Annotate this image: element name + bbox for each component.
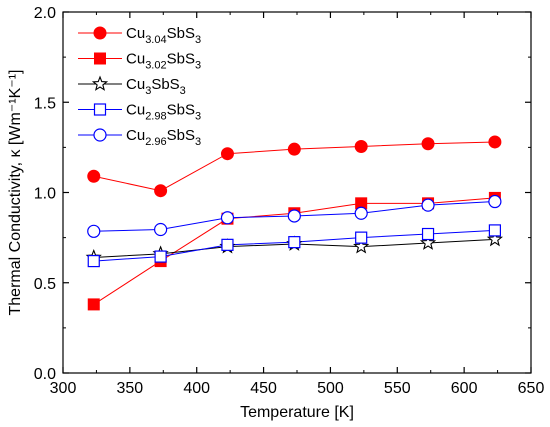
data-point-s4-2 xyxy=(220,211,235,225)
data-point-s4-1 xyxy=(154,222,168,237)
legend-entry-4: Cu2.96SbS3 xyxy=(78,127,201,148)
y-tick-label-1: 0.5 xyxy=(34,276,56,293)
data-point-s2-6 xyxy=(486,230,504,247)
data-point-s3-3 xyxy=(288,236,301,249)
data-point-s4-0 xyxy=(87,224,101,238)
legend-entry-0: Cu3.04SbS3 xyxy=(78,25,201,46)
x-tick-label-2: 400 xyxy=(183,380,210,397)
legend-label-4: Cu2.96SbS3 xyxy=(126,127,201,148)
legend-entry-3: Cu2.98SbS3 xyxy=(78,102,201,123)
data-point-s3-0 xyxy=(87,254,100,268)
x-tick-label-7: 650 xyxy=(518,380,545,397)
y-tick-label-3: 1.5 xyxy=(34,95,56,112)
data-point-s3-4 xyxy=(355,231,368,244)
data-point-s2-4 xyxy=(353,238,370,254)
x-tick-label-1: 350 xyxy=(117,380,144,397)
legend: Cu3.04SbS3 Cu3.02SbS3 Cu3SbS3 Cu2.98SbS3 Cu2… xyxy=(78,25,201,148)
data-point-s3-6 xyxy=(488,224,501,237)
x-tick-label-6: 600 xyxy=(451,380,478,397)
data-point-s3-1 xyxy=(154,250,167,263)
x-axis-title: Temperature [K] xyxy=(240,404,354,421)
legend-marker-0 xyxy=(93,26,107,40)
legend-marker-3 xyxy=(93,103,107,116)
legend-entry-2: Cu3SbS3 xyxy=(78,75,186,97)
legend-label-3: Cu2.98SbS3 xyxy=(126,102,201,123)
data-point-s1-0 xyxy=(87,298,100,311)
data-point-s3-2 xyxy=(221,238,234,251)
data-point-s3-5 xyxy=(421,227,435,241)
data-point-s0-5 xyxy=(421,137,435,151)
x-tick-label-3: 450 xyxy=(250,380,277,397)
legend-label-2: Cu3SbS3 xyxy=(126,76,186,97)
y-tick-label-2: 1.0 xyxy=(34,186,56,203)
x-tick-label-0: 300 xyxy=(50,380,77,397)
data-point-s4-4 xyxy=(354,206,368,220)
legend-label-1: Cu3.02SbS3 xyxy=(126,51,201,72)
legend-entry-1: Cu3.02SbS3 xyxy=(78,51,201,72)
data-point-s0-1 xyxy=(154,184,168,198)
y-tick-label-0: 0.0 xyxy=(34,366,56,383)
data-point-s4-3 xyxy=(287,209,301,223)
legend-label-0: Cu3.04SbS3 xyxy=(126,25,201,46)
x-tick-label-4: 500 xyxy=(317,380,344,397)
data-point-s4-6 xyxy=(488,194,502,209)
legend-marker-1 xyxy=(94,52,106,65)
y-axis-title: Thermal Conductivity, κ [Wm⁻¹K⁻¹] xyxy=(7,70,24,316)
data-point-s0-4 xyxy=(354,139,368,153)
x-tick-label-5: 550 xyxy=(384,380,411,397)
y-tick-label-4: 2.0 xyxy=(34,5,56,22)
data-point-s0-2 xyxy=(220,147,234,161)
legend-marker-4 xyxy=(93,128,107,142)
data-point-s2-5 xyxy=(419,234,437,250)
plot-area xyxy=(85,135,504,311)
data-point-s0-6 xyxy=(488,135,502,149)
data-point-s0-3 xyxy=(287,142,301,156)
axes: 300 350 400 450 500 550 600 650 0.0 0.5 1.0 1.5 2.0 xyxy=(34,5,545,397)
legend-marker-2 xyxy=(91,75,109,91)
data-point-s4-5 xyxy=(421,198,435,212)
data-point-s0-0 xyxy=(87,169,101,183)
